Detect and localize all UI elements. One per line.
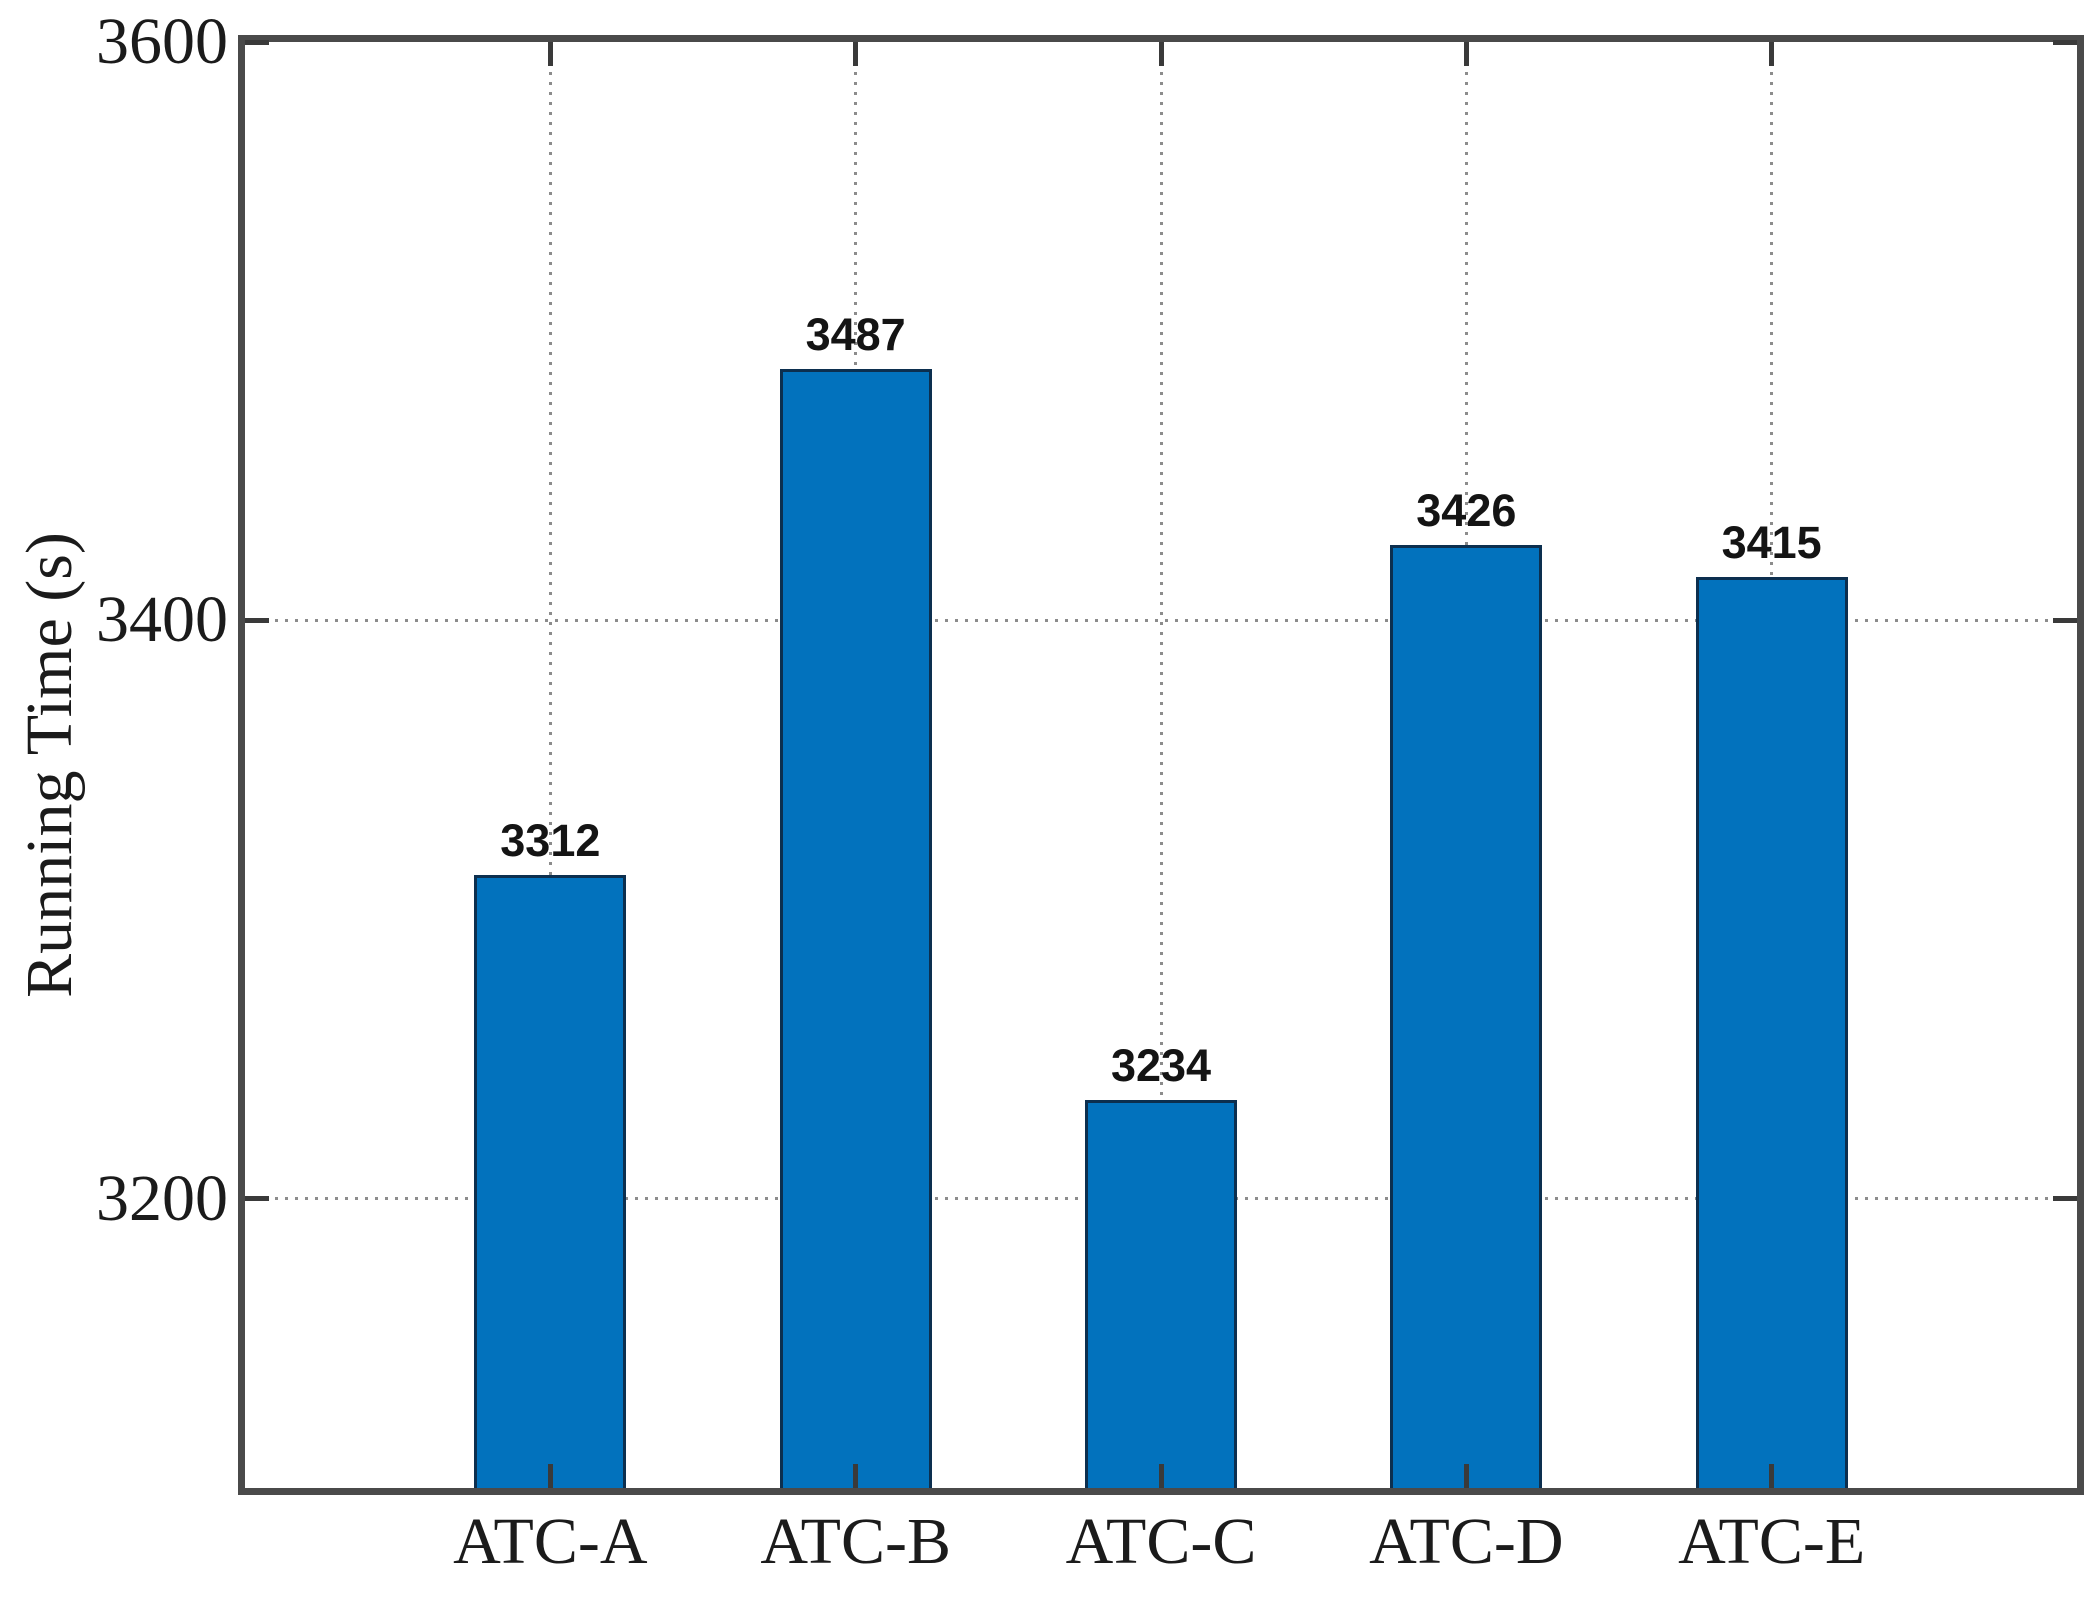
vertical-gridline <box>1159 42 1163 1488</box>
x-axis-tick <box>853 1464 859 1488</box>
x-tick-label: ATC-B <box>760 1505 951 1578</box>
plot-area: 3312 3487 3234 3426 3415 <box>238 35 2084 1495</box>
bar-value-label: 3312 <box>500 814 601 866</box>
y-axis-tick <box>2053 617 2077 623</box>
y-tick-label: 3400 <box>96 583 228 657</box>
bar-atc-d <box>1390 545 1543 1488</box>
bar-value-label: 3426 <box>1416 485 1517 537</box>
bar-value-label: 3415 <box>1721 517 1822 569</box>
x-axis-tick <box>1158 42 1164 66</box>
bar-atc-a <box>474 874 627 1488</box>
bar-value-label: 3487 <box>805 308 906 360</box>
x-axis-tick <box>853 42 859 66</box>
x-tick-label: ATC-E <box>1678 1505 1866 1578</box>
bar-atc-b <box>779 368 932 1488</box>
x-axis-tick <box>1769 42 1775 66</box>
y-axis-tick <box>245 1196 269 1202</box>
bar-value-label: 3234 <box>1110 1040 1212 1092</box>
y-tick-label: 3600 <box>96 5 228 78</box>
bar-atc-e <box>1695 577 1848 1488</box>
y-axis-tick <box>2053 39 2077 45</box>
x-axis-tick <box>547 42 553 66</box>
y-tick-label: 3200 <box>96 1161 228 1235</box>
bar-atc-c <box>1085 1100 1237 1488</box>
y-axis-tick <box>245 39 269 45</box>
x-axis-tick <box>547 1464 553 1488</box>
x-axis-tick <box>1463 42 1469 66</box>
x-axis-tick <box>1769 1464 1775 1488</box>
y-axis-tick <box>245 617 269 623</box>
x-axis-tick <box>1463 1464 1469 1488</box>
x-axis-tick <box>1158 1464 1164 1488</box>
y-axis-tick <box>2053 1196 2077 1202</box>
x-tick-label: ATC-C <box>1065 1505 1257 1578</box>
x-tick-label: ATC-A <box>453 1505 648 1578</box>
vertical-gridline <box>548 42 552 1488</box>
x-tick-label: ATC-D <box>1369 1505 1564 1578</box>
